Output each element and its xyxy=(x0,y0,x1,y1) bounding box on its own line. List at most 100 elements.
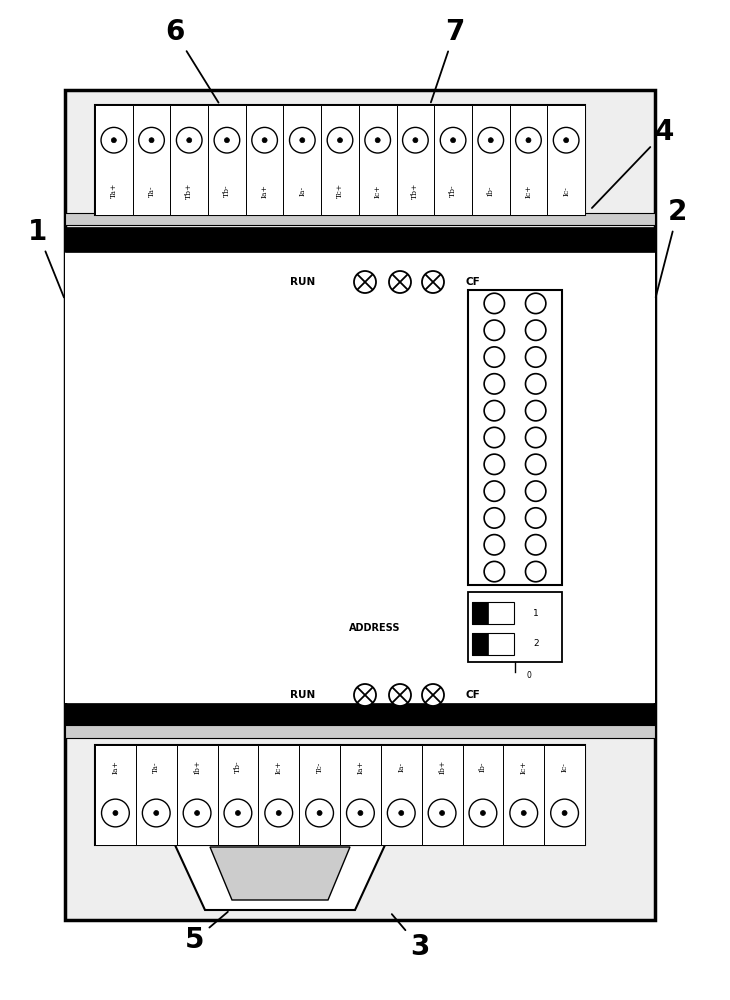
Circle shape xyxy=(413,138,418,143)
Bar xyxy=(321,105,359,215)
Circle shape xyxy=(439,810,445,816)
Circle shape xyxy=(265,799,293,827)
Circle shape xyxy=(526,535,546,555)
Text: Ic+: Ic+ xyxy=(374,184,382,198)
Circle shape xyxy=(526,561,546,582)
Circle shape xyxy=(375,138,380,143)
Circle shape xyxy=(317,810,322,816)
Circle shape xyxy=(214,127,239,153)
Bar xyxy=(434,105,472,215)
Bar xyxy=(381,745,422,845)
Text: 1: 1 xyxy=(533,608,539,617)
Circle shape xyxy=(177,127,202,153)
Circle shape xyxy=(422,271,444,293)
Text: 1: 1 xyxy=(28,218,64,297)
Text: Ia-: Ia- xyxy=(299,186,307,196)
Text: Tb-: Tb- xyxy=(234,761,242,773)
Text: Ia+: Ia+ xyxy=(356,760,364,774)
Text: 6: 6 xyxy=(165,18,218,103)
Circle shape xyxy=(526,508,546,528)
Circle shape xyxy=(422,684,444,706)
Circle shape xyxy=(562,810,567,816)
Circle shape xyxy=(484,427,504,448)
Text: Tc+: Tc+ xyxy=(336,183,344,198)
Bar xyxy=(548,105,585,215)
Text: Ic+: Ic+ xyxy=(520,760,528,774)
Circle shape xyxy=(521,810,526,816)
Circle shape xyxy=(183,799,211,827)
Text: 0: 0 xyxy=(526,672,531,680)
Text: Ib-: Ib- xyxy=(487,186,495,196)
Bar xyxy=(472,602,515,624)
Text: Ta-: Ta- xyxy=(153,761,161,773)
Bar xyxy=(218,745,258,845)
Bar xyxy=(544,745,585,845)
Bar xyxy=(177,745,218,845)
Text: Ia+: Ia+ xyxy=(112,760,120,774)
Circle shape xyxy=(484,293,504,314)
Text: Tb+: Tb+ xyxy=(185,183,193,199)
Circle shape xyxy=(306,799,334,827)
Circle shape xyxy=(101,799,129,827)
Circle shape xyxy=(564,138,569,143)
Text: CF: CF xyxy=(465,277,480,287)
Text: 4: 4 xyxy=(592,118,675,208)
Circle shape xyxy=(389,271,411,293)
Circle shape xyxy=(510,799,537,827)
Bar xyxy=(95,745,136,845)
Circle shape xyxy=(478,127,504,153)
Bar xyxy=(359,105,396,215)
Circle shape xyxy=(354,271,376,293)
Circle shape xyxy=(149,138,154,143)
Text: CF: CF xyxy=(465,690,480,700)
Text: 2: 2 xyxy=(533,639,539,648)
Circle shape xyxy=(187,138,192,143)
Circle shape xyxy=(515,127,541,153)
Circle shape xyxy=(142,799,170,827)
Circle shape xyxy=(262,138,267,143)
Text: Ib+: Ib+ xyxy=(438,760,446,774)
Circle shape xyxy=(484,481,504,501)
Bar xyxy=(246,105,283,215)
Bar xyxy=(472,633,488,655)
Bar xyxy=(208,105,246,215)
Circle shape xyxy=(526,400,546,421)
Bar xyxy=(503,745,544,845)
Bar xyxy=(133,105,170,215)
Circle shape xyxy=(526,374,546,394)
Circle shape xyxy=(354,684,376,706)
Text: Ic+: Ic+ xyxy=(524,184,532,198)
Circle shape xyxy=(484,320,504,340)
Bar xyxy=(472,633,515,655)
Bar xyxy=(510,105,548,215)
Circle shape xyxy=(139,127,164,153)
Text: Tc-: Tc- xyxy=(315,761,323,773)
Circle shape xyxy=(484,347,504,367)
Circle shape xyxy=(440,127,466,153)
Circle shape xyxy=(402,127,429,153)
Bar xyxy=(463,745,503,845)
Circle shape xyxy=(526,427,546,448)
Text: RUN: RUN xyxy=(290,277,315,287)
Circle shape xyxy=(300,138,305,143)
Circle shape xyxy=(488,138,493,143)
Bar xyxy=(472,105,510,215)
Bar xyxy=(95,745,585,845)
Circle shape xyxy=(469,799,497,827)
Text: Ia+: Ia+ xyxy=(261,184,269,198)
Circle shape xyxy=(553,127,579,153)
Text: Ic+: Ic+ xyxy=(274,760,283,774)
Bar xyxy=(170,105,208,215)
Circle shape xyxy=(526,454,546,475)
Text: 2: 2 xyxy=(656,198,688,297)
Bar xyxy=(65,725,655,738)
Circle shape xyxy=(480,810,485,816)
Circle shape xyxy=(337,138,342,143)
Text: Ta-: Ta- xyxy=(147,185,155,197)
Circle shape xyxy=(365,127,391,153)
Bar xyxy=(299,745,340,845)
Polygon shape xyxy=(175,845,385,910)
Circle shape xyxy=(526,347,546,367)
Bar xyxy=(472,602,488,624)
Text: ADDRESS: ADDRESS xyxy=(348,623,400,633)
